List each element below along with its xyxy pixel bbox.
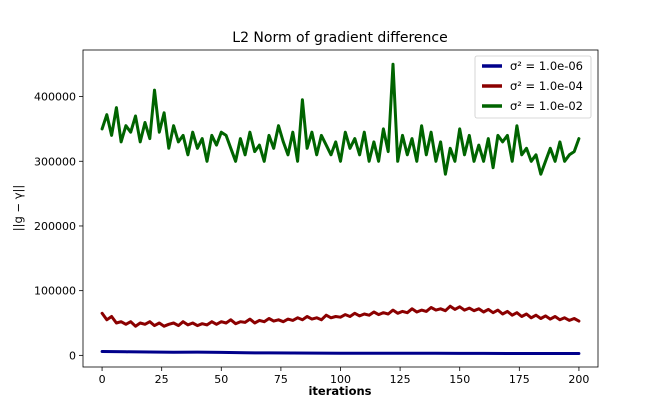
legend: σ² = 1.0e-06 σ² = 1.0e-04 σ² = 1.0e-02 bbox=[474, 55, 592, 119]
y-tick-label: 400000 bbox=[34, 91, 76, 104]
x-tick-label: 200 bbox=[568, 373, 589, 386]
x-tick-label: 0 bbox=[99, 373, 106, 386]
x-tick-label: 50 bbox=[214, 373, 228, 386]
x-axis-label: iterations bbox=[308, 384, 371, 398]
x-tick-label: 150 bbox=[449, 373, 470, 386]
x-tick-label: 125 bbox=[390, 373, 411, 386]
legend-label-2: σ² = 1.0e-04 bbox=[510, 79, 583, 93]
legend-label-1: σ² = 1.0e-06 bbox=[510, 59, 583, 73]
series-line-2 bbox=[100, 304, 581, 328]
series-line-3 bbox=[100, 62, 581, 176]
series-lines bbox=[100, 62, 581, 355]
y-tick-label: 100000 bbox=[34, 285, 76, 298]
y-tick-label: 300000 bbox=[34, 155, 76, 168]
plot-frame bbox=[82, 49, 599, 368]
x-tick-label: 175 bbox=[509, 373, 530, 386]
legend-box bbox=[474, 55, 592, 119]
y-axis-ticks: 0 100000 200000 300000 400000 bbox=[34, 91, 83, 362]
y-axis-label: ||g − γ|| bbox=[11, 185, 25, 232]
x-tick-label: 100 bbox=[330, 373, 351, 386]
legend-label-3: σ² = 1.0e-02 bbox=[510, 99, 583, 113]
x-axis-ticks: 0 25 50 75 100 125 150 175 200 bbox=[99, 367, 589, 386]
x-tick-label: 75 bbox=[274, 373, 288, 386]
y-tick-label: 200000 bbox=[34, 220, 76, 233]
y-tick-label: 0 bbox=[69, 349, 76, 362]
series-line-1 bbox=[100, 350, 581, 355]
chart-title: L2 Norm of gradient difference bbox=[232, 30, 447, 46]
x-tick-label: 25 bbox=[155, 373, 169, 386]
